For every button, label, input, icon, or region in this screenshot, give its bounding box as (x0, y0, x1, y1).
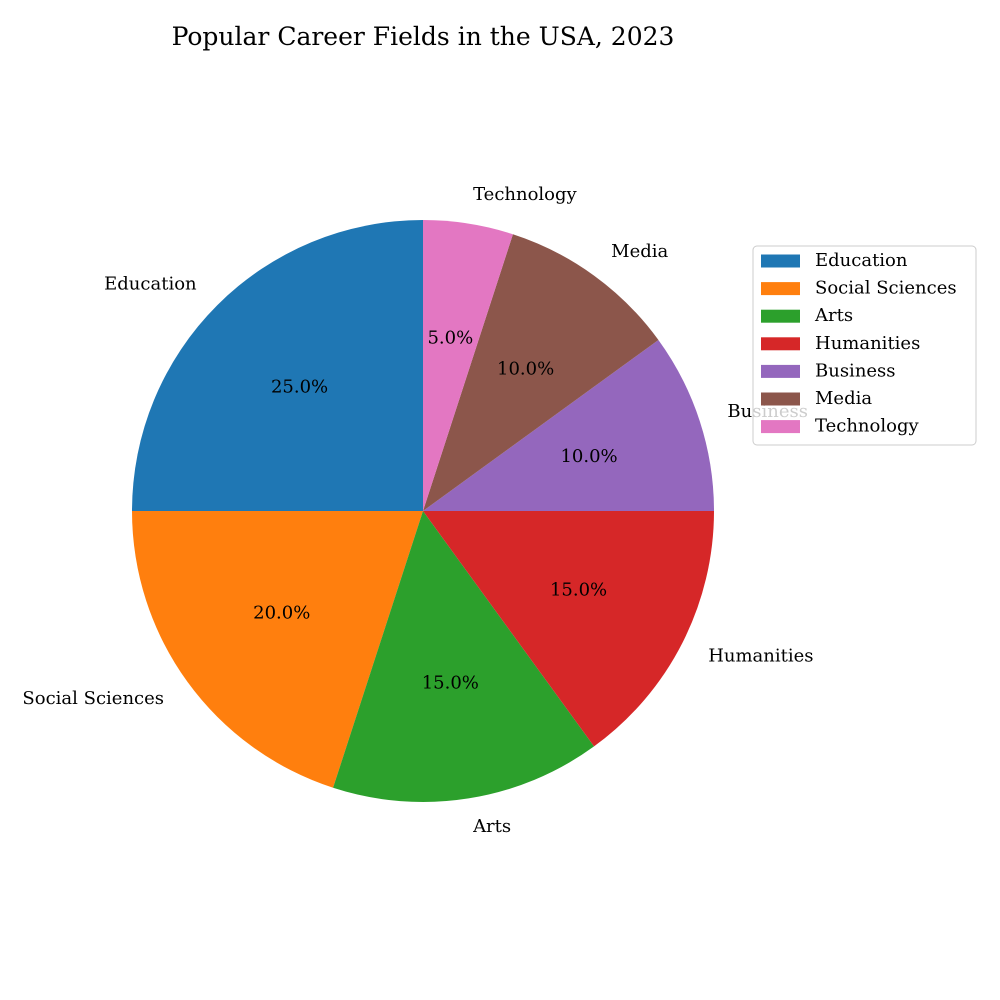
slice-percent-arts: 15.0% (422, 672, 479, 693)
legend-swatch-arts (761, 309, 800, 323)
slice-label-media: Media (611, 241, 668, 262)
pie-slice-humanities (423, 511, 714, 747)
legend-frame (752, 245, 977, 446)
legend-label-media: Media (815, 388, 872, 409)
legend: Education Social Sciences Arts Humanities Bu… (752, 245, 977, 446)
legend-swatch-social-sciences (761, 282, 800, 296)
slice-label-arts: Arts (472, 816, 511, 837)
legend-label-social-sciences: Social Sciences (815, 278, 957, 299)
legend-label-humanities: Humanities (815, 333, 920, 354)
pie-slice-business (423, 339, 714, 511)
legend-label-technology: Technology (815, 416, 919, 437)
legend-swatch-education (761, 254, 800, 268)
slice-percent-media: 10.0% (497, 359, 554, 380)
slice-percent-humanities: 15.0% (550, 579, 607, 600)
legend-swatch-technology (761, 420, 800, 434)
slice-label-humanities: Humanities (708, 645, 813, 666)
slice-percent-technology: 5.0% (427, 328, 473, 349)
slice-label-social-sciences: Social Sciences (22, 688, 164, 709)
legend-swatch-media (761, 392, 800, 406)
pie-slice-media (423, 234, 659, 511)
legend-label-arts: Arts (814, 305, 853, 326)
slice-percent-education: 25.0% (271, 377, 328, 398)
pie-slice-arts (333, 511, 595, 803)
pie-slice-technology (423, 220, 513, 511)
pie-slice-education (132, 220, 423, 511)
legend-swatch-business (761, 364, 800, 378)
pie-slices (132, 220, 714, 803)
pie-slice-social-sciences (132, 511, 423, 788)
chart-title: Popular Career Fields in the USA, 2023 (172, 22, 675, 51)
legend-label-education: Education (815, 250, 908, 271)
slice-percent-business: 10.0% (560, 446, 617, 467)
slice-label-education: Education (104, 274, 197, 295)
legend-label-business: Business (815, 360, 896, 381)
slice-label-technology: Technology (473, 184, 577, 205)
slice-percent-labels: 25.0% 20.0% 15.0% 15.0% 10.0% 10.0% 5.0% (253, 328, 617, 694)
slice-percent-social-sciences: 20.0% (253, 603, 310, 624)
legend-swatch-humanities (761, 337, 800, 351)
